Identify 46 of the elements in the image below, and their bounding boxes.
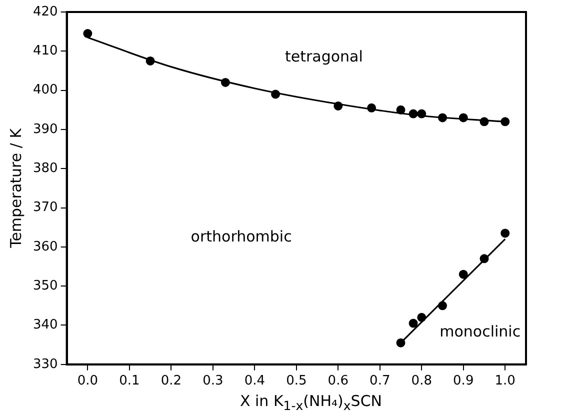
x-tick-label: 0.5 xyxy=(286,374,307,389)
x-axis-title: X in K$_{1-x}$(NH₄)$_{x}$SCN xyxy=(238,392,384,413)
point xyxy=(480,254,489,264)
point xyxy=(438,113,448,122)
point xyxy=(458,270,468,279)
x-tick-label: 0.7 xyxy=(370,374,390,389)
point xyxy=(408,109,418,118)
y-tick-label: 340 xyxy=(32,318,58,333)
annotation: orthorhombic xyxy=(190,227,292,246)
point xyxy=(500,228,510,238)
point xyxy=(220,78,230,87)
point xyxy=(396,338,406,348)
point xyxy=(458,113,468,122)
y-tick-label: 330 xyxy=(32,356,58,372)
annotation: monoclinic xyxy=(440,322,521,341)
x-tick-label: 0.0 xyxy=(77,374,98,389)
point xyxy=(334,101,343,110)
y-tick-label: 370 xyxy=(32,200,58,216)
point xyxy=(271,90,280,99)
y-tick-label: 400 xyxy=(32,82,58,98)
point xyxy=(408,318,418,328)
y-tick-label: 390 xyxy=(32,122,58,137)
point xyxy=(417,109,426,118)
x-tick-label: 1.0 xyxy=(494,374,516,389)
y-tick-label: 410 xyxy=(32,44,58,59)
x-tick-label: 0.2 xyxy=(160,374,182,389)
point xyxy=(500,117,510,126)
y-tick-label: 420 xyxy=(32,4,58,20)
point xyxy=(146,56,155,66)
x-tick-label: 0.1 xyxy=(119,374,140,389)
x-tick-label: 0.8 xyxy=(411,374,432,389)
point xyxy=(396,105,406,114)
y-axis-title: Temperature / K xyxy=(6,127,25,249)
x-tick-label: 0.6 xyxy=(328,374,348,389)
x-tick-label: 0.9 xyxy=(453,374,474,389)
x-tick-label: 0.4 xyxy=(244,374,266,389)
y-tick-label: 350 xyxy=(32,278,58,294)
point xyxy=(438,301,448,310)
annotation: tetragonal xyxy=(284,48,363,66)
x-tick-label: 0.3 xyxy=(202,374,224,389)
point xyxy=(367,103,376,112)
point xyxy=(83,29,92,38)
y-tick-label: 380 xyxy=(32,160,58,176)
y-tick-label: 360 xyxy=(32,239,58,254)
point xyxy=(417,312,426,322)
point xyxy=(480,117,489,126)
